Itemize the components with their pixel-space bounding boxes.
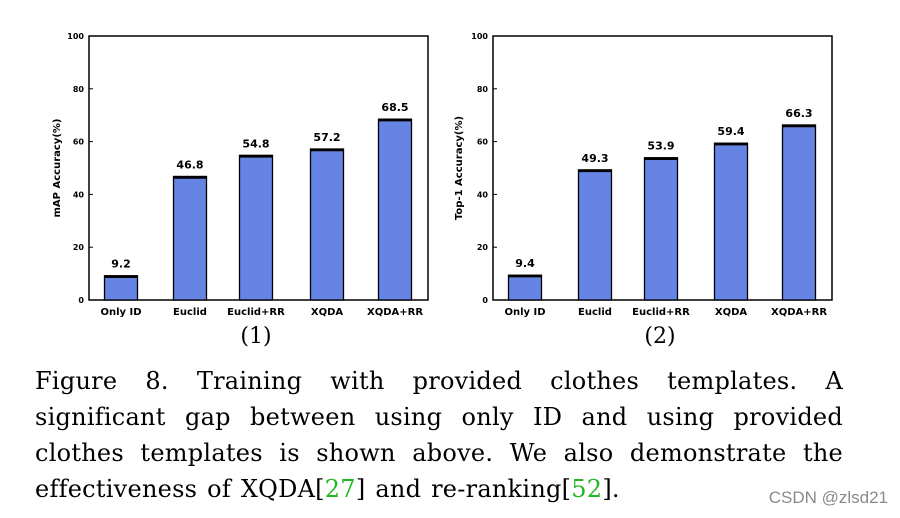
- category-label: Euclid+RR: [227, 307, 285, 318]
- data-label: 59.4: [717, 125, 744, 138]
- y-tick-label: 0: [78, 296, 84, 305]
- y-tick-label: 80: [73, 85, 85, 94]
- data-label: 9.4: [515, 257, 535, 270]
- y-tick-label: 80: [477, 85, 489, 94]
- category-label: Euclid: [173, 307, 207, 318]
- data-label: 66.3: [785, 107, 812, 120]
- chart-2-categories: Only ID Euclid Euclid+RR XQDA XQDA+RR: [504, 307, 827, 318]
- category-label: Only ID: [504, 307, 545, 318]
- y-tick-label: 0: [482, 296, 488, 305]
- category-label: XQDA+RR: [771, 307, 827, 318]
- y-tick-label: 20: [477, 243, 489, 252]
- caption-text-1: Figure 8. Training with provided clothes…: [35, 367, 843, 503]
- y-tick-label: 100: [67, 32, 84, 41]
- bar: [238, 154, 274, 301]
- bar: [103, 275, 139, 301]
- chart-2-y-axis-label: Top-1 Accuracy(%): [454, 116, 465, 220]
- chart-top1-accuracy: 0 20 40 60 80 100 9.4 49.3 53.9 59.4 66.3 Only ID…: [454, 32, 833, 349]
- y-tick-label: 40: [73, 190, 85, 199]
- bar: [577, 169, 613, 301]
- chart-1-y-ticks: 0 20 40 60 80 100: [67, 32, 93, 305]
- data-label: 9.2: [111, 258, 131, 271]
- bar: [781, 124, 817, 301]
- category-label: Euclid: [578, 307, 612, 318]
- category-label: XQDA+RR: [367, 307, 423, 318]
- bar: [713, 142, 749, 301]
- data-label: 49.3: [581, 152, 608, 165]
- bar: [377, 118, 413, 301]
- y-tick-label: 40: [477, 190, 489, 199]
- watermark: CSDN @zlsd21: [768, 488, 888, 507]
- chart-2-sublabel: (2): [644, 324, 675, 349]
- data-label: 46.8: [176, 158, 203, 171]
- chart-2-bars: 9.4 49.3 53.9 59.4 66.3: [507, 107, 817, 301]
- chart-1-y-axis-label: mAP Accuracy(%): [52, 119, 63, 218]
- category-label: XQDA: [715, 307, 748, 318]
- y-tick-label: 20: [73, 243, 85, 252]
- category-label: XQDA: [311, 307, 344, 318]
- bar: [309, 148, 345, 301]
- category-label: Only ID: [100, 307, 141, 318]
- chart-1-categories: Only ID Euclid Euclid+RR XQDA XQDA+RR: [100, 307, 423, 318]
- chart-1-sublabel: (1): [240, 324, 271, 349]
- bar: [643, 157, 679, 301]
- bar: [172, 175, 208, 301]
- caption-text-2: ] and re-ranking[: [355, 475, 572, 503]
- figure-caption: Figure 8. Training with provided clothes…: [35, 363, 843, 507]
- citation-link-27[interactable]: 27: [324, 475, 356, 503]
- figure: 0 20 40 60 80 100 9.2 46.8 54.8 57.2 68.5 Only ID…: [52, 32, 833, 349]
- chart-map-accuracy: 0 20 40 60 80 100 9.2 46.8 54.8 57.2 68.5 Only ID…: [52, 32, 429, 349]
- bar: [507, 274, 543, 301]
- data-label: 53.9: [647, 140, 674, 153]
- y-tick-label: 60: [73, 138, 85, 147]
- data-label: 57.2: [313, 131, 340, 144]
- caption-text-3: ].: [602, 475, 620, 503]
- citation-link-52[interactable]: 52: [571, 475, 603, 503]
- data-label: 68.5: [381, 101, 408, 114]
- chart-1-bars: 9.2 46.8 54.8 57.2 68.5: [103, 101, 413, 301]
- y-tick-label: 60: [477, 138, 489, 147]
- chart-2-y-ticks: 0 20 40 60 80 100: [471, 32, 497, 305]
- y-tick-label: 100: [471, 32, 488, 41]
- data-label: 54.8: [242, 137, 269, 150]
- category-label: Euclid+RR: [632, 307, 690, 318]
